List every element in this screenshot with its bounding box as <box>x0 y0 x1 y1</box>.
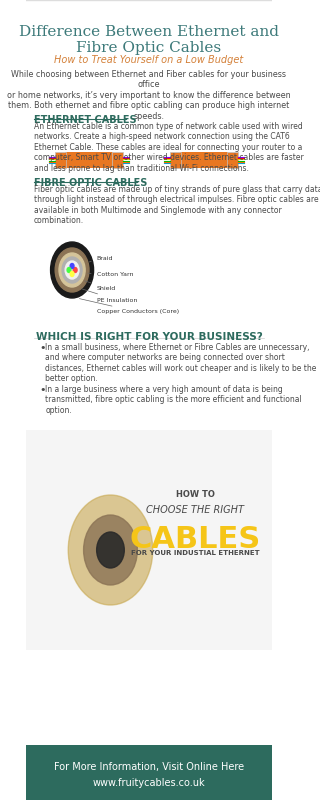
FancyBboxPatch shape <box>65 152 113 168</box>
Text: FIBRE OPTIC CABLES: FIBRE OPTIC CABLES <box>34 178 147 188</box>
Circle shape <box>97 532 124 568</box>
Circle shape <box>62 257 82 283</box>
Circle shape <box>73 267 77 273</box>
Circle shape <box>68 495 153 605</box>
Text: Copper Conductors (Core): Copper Conductors (Core) <box>79 298 179 314</box>
Text: While choosing between Ethernet and Fiber cables for your business office
or hom: While choosing between Ethernet and Fibe… <box>7 70 291 121</box>
Text: WHICH IS RIGHT FOR YOUR BUSINESS?: WHICH IS RIGHT FOR YOUR BUSINESS? <box>36 332 262 342</box>
Text: •: • <box>40 385 46 395</box>
Circle shape <box>70 263 74 269</box>
Text: CABLES: CABLES <box>129 525 260 554</box>
Text: An Ethernet cable is a common type of network cable used with wired
networks. Cr: An Ethernet cable is a common type of ne… <box>34 122 303 173</box>
Circle shape <box>70 271 74 277</box>
Bar <box>112 152 123 168</box>
Text: •: • <box>40 343 46 353</box>
Circle shape <box>84 515 137 585</box>
Text: PE Insulation: PE Insulation <box>82 289 137 302</box>
Text: In a small business, where Ethernet or Fibre Cables are unnecessary,
and where c: In a small business, where Ethernet or F… <box>45 343 316 383</box>
Text: HOW TO: HOW TO <box>175 490 214 499</box>
Text: For More Information, Visit Online Here: For More Information, Visit Online Here <box>54 762 244 772</box>
Circle shape <box>59 253 85 287</box>
FancyBboxPatch shape <box>180 152 228 168</box>
Text: Difference Between Ethernet and
Fibre Optic Cables: Difference Between Ethernet and Fibre Op… <box>19 25 279 55</box>
Text: Shield: Shield <box>85 281 116 290</box>
Circle shape <box>65 261 79 279</box>
Text: In a large business where a very high amount of data is being
transmitted, fibre: In a large business where a very high am… <box>45 385 302 414</box>
Circle shape <box>51 242 93 298</box>
Text: CHOOSE THE RIGHT: CHOOSE THE RIGHT <box>146 505 244 515</box>
Text: Braid: Braid <box>89 255 113 262</box>
Bar <box>227 152 238 168</box>
Text: How to Treat Yourself on a Low Budget: How to Treat Yourself on a Low Budget <box>54 55 244 65</box>
Circle shape <box>67 267 71 273</box>
Text: Cotton Yarn: Cotton Yarn <box>88 273 133 278</box>
Bar <box>26 430 272 650</box>
Text: Fiber optic cables are made up of tiny strands of pure glass that carry data
thr: Fiber optic cables are made up of tiny s… <box>34 185 320 226</box>
Bar <box>26 745 272 800</box>
Circle shape <box>55 248 89 292</box>
Bar <box>170 152 181 168</box>
Text: www.fruitycables.co.uk: www.fruitycables.co.uk <box>92 778 205 788</box>
Bar <box>55 152 66 168</box>
Text: ETHERNET CABLES: ETHERNET CABLES <box>34 115 136 125</box>
Text: FOR YOUR INDUSTIAL ETHERNET: FOR YOUR INDUSTIAL ETHERNET <box>131 550 259 556</box>
